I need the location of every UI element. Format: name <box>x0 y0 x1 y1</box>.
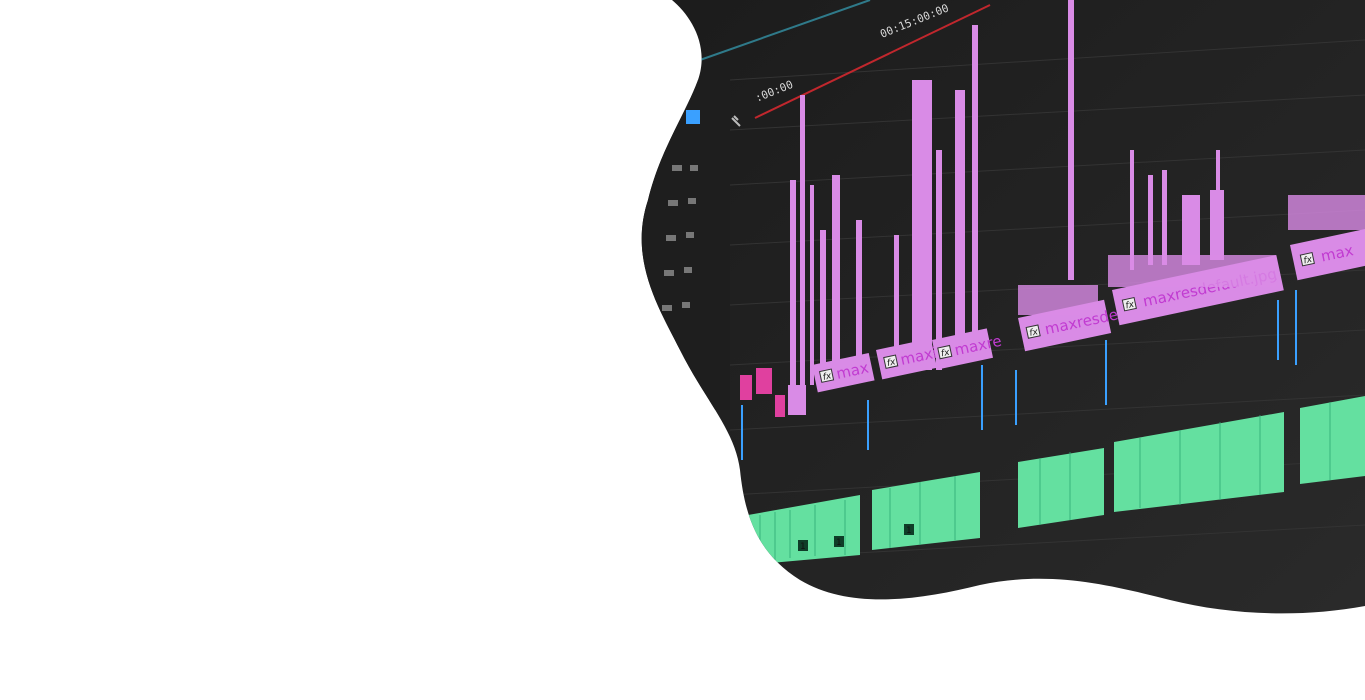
fx-icon <box>818 368 835 383</box>
track-header-icons <box>662 165 698 311</box>
svg-text:fx: fx <box>822 371 833 383</box>
svg-text:fx: fx <box>1125 300 1136 312</box>
fx-icon <box>883 354 899 369</box>
audio-clips: 1 1 1 <box>748 396 1365 565</box>
fx-icon <box>1121 296 1137 312</box>
svg-text:fx: fx <box>886 357 897 369</box>
fx-icon <box>937 344 953 360</box>
fx-icon <box>1299 251 1315 267</box>
audio-marker: 1 <box>800 542 805 552</box>
svg-text:fx: fx <box>940 348 951 360</box>
fx-icon <box>1025 324 1041 339</box>
video-clip[interactable]: fx maxi <box>876 338 940 380</box>
track-target-toggle[interactable] <box>660 345 674 359</box>
work-area-bar[interactable] <box>754 4 991 119</box>
video-clip-stripes <box>740 195 1365 417</box>
audio-marker: 1 <box>836 538 841 548</box>
track-header-panel <box>641 80 741 410</box>
timeline-panel: :00:00 00:15:00:00 <box>641 0 1365 614</box>
panel-background <box>641 0 1365 614</box>
audio-clip[interactable] <box>1018 448 1104 528</box>
audio-marker: 1 <box>906 526 911 536</box>
audio-clip[interactable] <box>872 472 980 550</box>
track-target-toggle[interactable] <box>686 110 700 124</box>
video-clip[interactable]: fx max <box>1290 228 1365 281</box>
wrench-icon[interactable] <box>731 115 741 127</box>
audio-clip[interactable] <box>748 495 860 565</box>
svg-text:fx: fx <box>1029 327 1040 339</box>
video-clip[interactable]: fx maxre <box>932 326 1005 370</box>
video-clip[interactable]: fx max <box>812 352 875 393</box>
svg-text:fx: fx <box>1303 255 1314 267</box>
video-clip-bars <box>790 0 1224 410</box>
audio-clip[interactable] <box>1114 412 1284 512</box>
clip-edge-markers <box>741 290 1297 460</box>
audio-clip[interactable] <box>1300 396 1365 484</box>
